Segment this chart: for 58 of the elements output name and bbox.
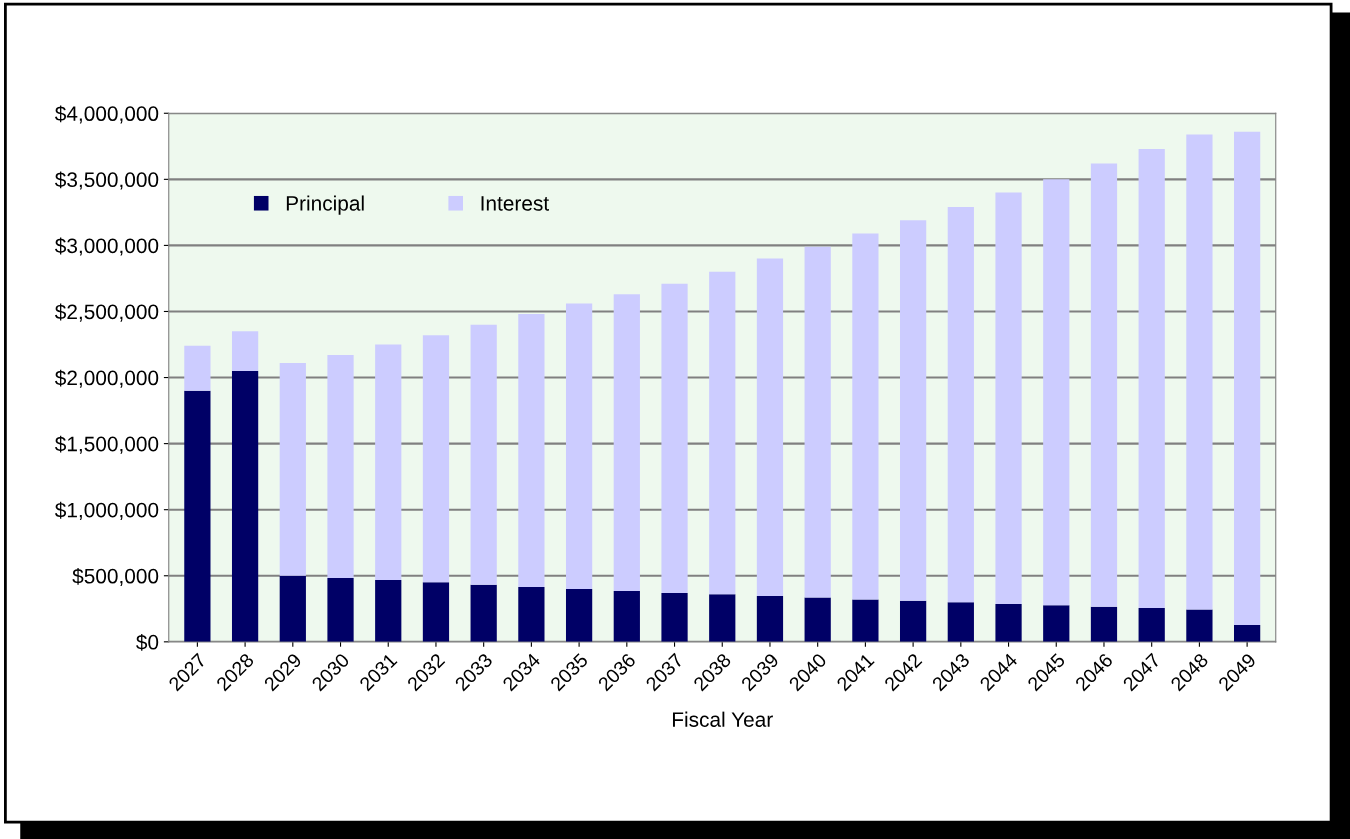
bar xyxy=(995,603,1022,642)
bar xyxy=(899,600,927,642)
bar xyxy=(1234,131,1261,625)
bar xyxy=(756,596,784,642)
bar xyxy=(995,192,1022,604)
bar xyxy=(1043,605,1070,642)
bar xyxy=(327,577,354,642)
bar xyxy=(947,602,974,642)
bar xyxy=(470,324,497,585)
y-tick-label: $500,000 xyxy=(72,567,159,586)
bar xyxy=(1186,134,1213,610)
y-tick-label: $4,000,000 xyxy=(54,105,159,124)
y-tick-label: $3,000,000 xyxy=(54,237,159,256)
bar xyxy=(1090,163,1118,607)
bar xyxy=(1043,179,1070,606)
bar xyxy=(565,588,593,642)
bar xyxy=(231,331,259,371)
y-tick-label: $2,000,000 xyxy=(54,369,159,388)
bar xyxy=(375,580,402,642)
bar xyxy=(375,344,402,581)
bar xyxy=(804,246,831,598)
bar xyxy=(231,370,259,642)
bar xyxy=(613,591,640,642)
bar xyxy=(327,355,354,578)
bar xyxy=(756,258,784,597)
y-tick-label: $0 xyxy=(136,633,159,651)
bar xyxy=(184,345,211,391)
y-tick-label: $2,500,000 xyxy=(54,303,159,322)
bar xyxy=(422,335,450,583)
bar xyxy=(565,303,593,589)
legend-label: Interest xyxy=(481,196,549,211)
y-tick-label: $3,500,000 xyxy=(54,171,159,190)
bar xyxy=(279,575,306,642)
bar xyxy=(470,584,497,642)
bar xyxy=(613,294,640,592)
bar xyxy=(1234,624,1261,642)
bar xyxy=(804,597,831,642)
bar xyxy=(1138,608,1165,642)
bar xyxy=(852,599,879,642)
bar xyxy=(899,220,927,601)
bar xyxy=(709,271,736,595)
bar xyxy=(661,592,688,642)
bar xyxy=(709,594,736,642)
bar xyxy=(422,582,450,642)
bar xyxy=(184,390,211,642)
bar xyxy=(852,233,879,600)
bar xyxy=(661,283,688,593)
bar xyxy=(279,363,306,576)
y-tick-label: $1,000,000 xyxy=(54,501,159,520)
bar xyxy=(1186,609,1213,642)
y-tick-label: $1,500,000 xyxy=(54,435,159,454)
bar xyxy=(947,207,974,603)
bar xyxy=(1138,148,1165,609)
bar xyxy=(518,587,545,642)
x-axis-title: Fiscal Year xyxy=(673,711,773,727)
legend-label: Principal xyxy=(286,195,364,215)
bar xyxy=(518,314,545,587)
bar xyxy=(1090,606,1118,642)
